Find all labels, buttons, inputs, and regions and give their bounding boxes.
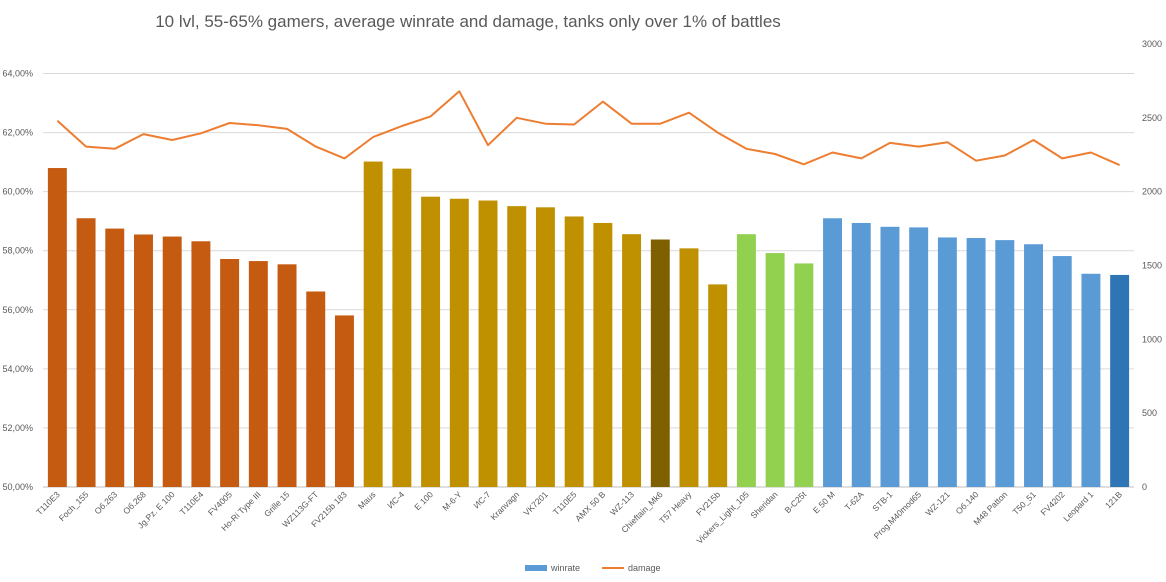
winrate-bar [105, 228, 125, 488]
legend-damage-label: damage [628, 563, 661, 573]
winrate-bar [248, 261, 268, 487]
winrate-bar [708, 284, 728, 487]
winrate-bar [880, 226, 900, 487]
winrate-bar [334, 315, 354, 487]
winrate-bar [277, 264, 297, 487]
winrate-bar [679, 248, 699, 487]
winrate-bar [650, 239, 670, 487]
y-tick-label: 54,00% [2, 364, 33, 374]
winrate-bar [449, 198, 469, 487]
winrate-bar [995, 240, 1015, 487]
legend: winrate damage [525, 563, 661, 573]
y-tick-label: 62,00% [2, 128, 33, 138]
winrate-bar [220, 259, 240, 487]
winrate-bar [47, 168, 67, 488]
winrate-bar [909, 227, 929, 488]
legend-winrate-swatch [525, 565, 547, 571]
winrate-bars [47, 161, 1130, 488]
winrate-bar [1024, 244, 1043, 487]
winrate-bar [76, 218, 96, 487]
legend-winrate-label: winrate [550, 563, 580, 573]
winrate-bar [478, 200, 498, 487]
y-tick-label: 58,00% [2, 246, 33, 256]
winrate-bar [765, 253, 785, 487]
damage-line [56, 90, 1121, 167]
winrate-bar [1110, 274, 1130, 487]
left-axis-ticks: 50,00% 52,00% 54,00% 56,00% 58,00% 60,00% 62,0… [2, 69, 33, 492]
winrate-bar [851, 222, 871, 488]
y2-tick-label: 500 [1142, 408, 1157, 418]
winrate-bar [535, 207, 555, 487]
winrate-bar [1052, 256, 1072, 487]
y2-tick-label: 1000 [1142, 334, 1162, 344]
y2-tick-label: 0 [1142, 482, 1147, 492]
winrate-bar [191, 241, 211, 487]
winrate-bar [593, 222, 613, 488]
winrate-bar [794, 263, 814, 487]
y-tick-label: 60,00% [2, 187, 33, 197]
y2-tick-label: 2500 [1142, 113, 1162, 123]
winrate-bar [134, 234, 153, 487]
y-tick-label: 56,00% [2, 305, 33, 315]
winrate-bar [966, 238, 986, 487]
winrate-bar [937, 237, 957, 487]
winrate-bar [421, 196, 441, 488]
chart-title: 10 lvl, 55-65% gamers, average winrate a… [155, 12, 781, 31]
winrate-bar [507, 206, 527, 487]
right-axis-ticks: 0 500 1000 1500 2000 2500 3000 [1142, 39, 1162, 492]
y-tick-label: 64,00% [2, 69, 33, 79]
winrate-bar [392, 168, 412, 487]
winrate-bar [823, 218, 843, 487]
y2-tick-label: 3000 [1142, 39, 1162, 49]
y-tick-label: 50,00% [2, 482, 33, 492]
winrate-bar [306, 291, 326, 487]
y2-tick-label: 2000 [1142, 187, 1162, 197]
winrate-bar [162, 236, 182, 487]
winrate-bar [1081, 273, 1101, 487]
winrate-bar [736, 234, 756, 487]
winrate-bar [622, 234, 642, 487]
winrate-bar [363, 161, 383, 487]
y-tick-label: 52,00% [2, 423, 33, 433]
winrate-bar [564, 216, 584, 487]
y2-tick-label: 1500 [1142, 261, 1162, 271]
